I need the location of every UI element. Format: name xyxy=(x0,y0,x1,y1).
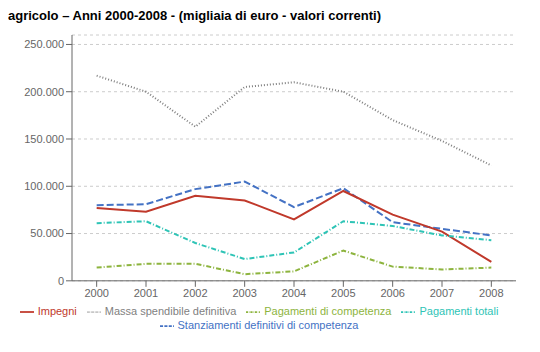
html-text:Massa spendibile definitiva: Massa spendibile definitiva xyxy=(104,304,237,317)
svg-text:250.000: 250.000 xyxy=(24,38,64,50)
svg-text:150.000: 150.000 xyxy=(24,133,64,145)
svg-text:2008: 2008 xyxy=(479,287,503,299)
svg-text:2005: 2005 xyxy=(331,287,355,299)
svg-text:2004: 2004 xyxy=(282,287,306,299)
svg-text:2003: 2003 xyxy=(232,287,256,299)
html-text:agricolo – Anni 2000-2008 - (m: agricolo – Anni 2000-2008 - (migliaia di… xyxy=(8,8,381,23)
svg-text:0: 0 xyxy=(58,275,64,287)
html-text:Impegni: Impegni xyxy=(37,304,77,317)
html-text:Stanziamenti definitivi di com: Stanziamenti definitivi di competenza xyxy=(177,318,359,331)
html-text:Pagamenti di competenza: Pagamenti di competenza xyxy=(264,304,392,317)
svg-text:2006: 2006 xyxy=(380,287,404,299)
svg-text:100.000: 100.000 xyxy=(24,180,64,192)
svg-text:2002: 2002 xyxy=(183,287,207,299)
svg-text:2001: 2001 xyxy=(134,287,158,299)
svg-text:50.000: 50.000 xyxy=(30,227,64,239)
svg-text:200.000: 200.000 xyxy=(24,86,64,98)
svg-text:2007: 2007 xyxy=(430,287,454,299)
svg-text:2000: 2000 xyxy=(84,287,108,299)
html-text:Pagamenti totali: Pagamenti totali xyxy=(419,304,499,317)
